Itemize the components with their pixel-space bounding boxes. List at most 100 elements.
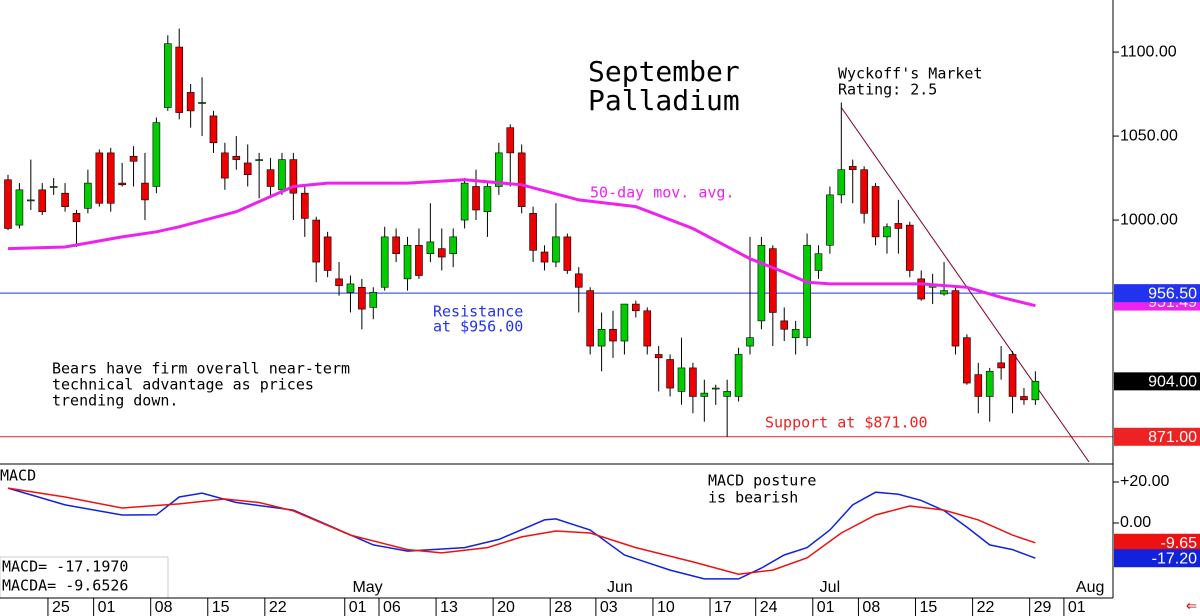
candle-body: [186, 92, 195, 112]
candle-body: [814, 253, 823, 271]
resistance-note: at $956.00: [433, 318, 523, 336]
x-tick-label: 15: [212, 599, 230, 616]
candle-body: [506, 127, 515, 154]
candle-body: [963, 337, 971, 384]
candle-body: [1020, 396, 1028, 401]
trend-line: [840, 107, 1090, 463]
candle-body: [780, 320, 789, 330]
readout-box: [0, 556, 169, 599]
x-tick-label: 01: [817, 599, 835, 616]
x-tick-label: 15: [920, 599, 938, 616]
candle-body: [232, 155, 241, 160]
candle-body: [118, 182, 126, 186]
candle-body: [266, 169, 275, 187]
resistance-note: Resistance: [433, 303, 523, 321]
title: Palladium: [588, 84, 740, 117]
candle-body: [95, 152, 104, 204]
comment: Bears have firm overall near-term: [52, 360, 350, 378]
x-tick-label: 03: [600, 599, 618, 616]
x-tick-label: 22: [977, 599, 995, 616]
x-tick-label: 08: [862, 599, 880, 616]
candle-body: [72, 213, 81, 223]
x-tick-label: 01: [98, 599, 116, 616]
candle-body: [940, 290, 948, 295]
candle-body: [243, 162, 252, 176]
macd-line: [7, 487, 1036, 580]
level-label: 956.50: [1148, 285, 1197, 302]
candle-body: [335, 278, 343, 286]
last-price-box: [1114, 372, 1200, 391]
y-tick-label: 1050.00: [1120, 127, 1178, 144]
rating: Wyckoff's Market: [838, 65, 983, 83]
level-box: [1114, 427, 1200, 446]
x-tick-label: 29: [1034, 599, 1052, 616]
candle-body: [723, 391, 731, 397]
rating: Rating: 2.5: [838, 81, 937, 99]
candle-body: [609, 328, 617, 342]
candle-body: [894, 223, 903, 229]
candle-body: [415, 244, 423, 276]
candle-body: [860, 169, 868, 214]
candle-body: [15, 189, 24, 226]
candle-body: [906, 224, 914, 271]
x-tick-label: 08: [155, 599, 173, 616]
candle-body: [426, 241, 435, 254]
candle-body: [1008, 354, 1017, 397]
candle-body: [38, 189, 47, 212]
candle-body: [449, 236, 457, 254]
candle-body: [61, 192, 69, 207]
candle-body: [358, 286, 366, 310]
candle-body: [49, 186, 58, 188]
candle-body: [974, 374, 983, 397]
macd-end-label: -9.65: [1161, 535, 1198, 552]
annotations: September Palladium Wyckoff's Market Rat…: [0, 55, 983, 599]
candle-body: [917, 278, 926, 300]
candle-body: [540, 251, 549, 263]
candle-body: [255, 159, 263, 161]
ma-label: 50-day mov. avg.: [590, 184, 735, 202]
candle-body: [312, 219, 321, 263]
candle-body: [529, 213, 537, 251]
y-tick-label: 0.00: [1120, 514, 1151, 531]
candle-body: [84, 182, 92, 209]
candle-body: [517, 152, 526, 207]
candle-body: [848, 166, 857, 170]
candle-body: [586, 290, 594, 347]
x-tick-label: 01: [349, 599, 367, 616]
x-tick-label: 17: [714, 599, 732, 616]
x-tick-label: 20: [497, 599, 515, 616]
candle-body: [643, 310, 652, 347]
candle-body: [221, 152, 229, 179]
readout: MACDA= -9.6526: [2, 577, 128, 595]
candle-body: [175, 46, 184, 113]
month-label: Aug: [1076, 579, 1104, 596]
macd-end-box: [1114, 549, 1200, 568]
month-label: Jul: [820, 579, 840, 596]
readout: MACD= -17.1970: [2, 558, 128, 576]
candle-body: [666, 359, 674, 389]
candle-body: [689, 367, 697, 397]
level-box: [1114, 284, 1200, 303]
candle-body: [380, 236, 389, 288]
candle-body: [837, 169, 846, 196]
comment: technical advantage as prices: [52, 376, 314, 394]
y-tick-label: 1000.00: [1120, 211, 1178, 228]
candle-body: [700, 392, 709, 397]
month-label: Jun: [607, 579, 633, 596]
y-tick-label: 1100.00: [1120, 43, 1177, 60]
x-tick-label: 10: [657, 599, 675, 616]
candle-body: [483, 186, 492, 212]
candle-body: [574, 273, 583, 288]
macd-title: MACD: [0, 467, 36, 485]
arrow-icon[interactable]: ⇐: [1186, 595, 1197, 616]
x-tick-label: 25: [52, 599, 70, 616]
candle-body: [278, 159, 286, 191]
candle-body: [403, 244, 412, 280]
macd-line: [7, 487, 1036, 575]
candle-body: [164, 43, 172, 108]
candle-body: [791, 328, 800, 338]
last-price-label: 904.00: [1148, 374, 1197, 391]
macd-comment: is bearish: [708, 489, 798, 507]
candle-body: [300, 192, 309, 219]
candle-body: [323, 236, 332, 271]
